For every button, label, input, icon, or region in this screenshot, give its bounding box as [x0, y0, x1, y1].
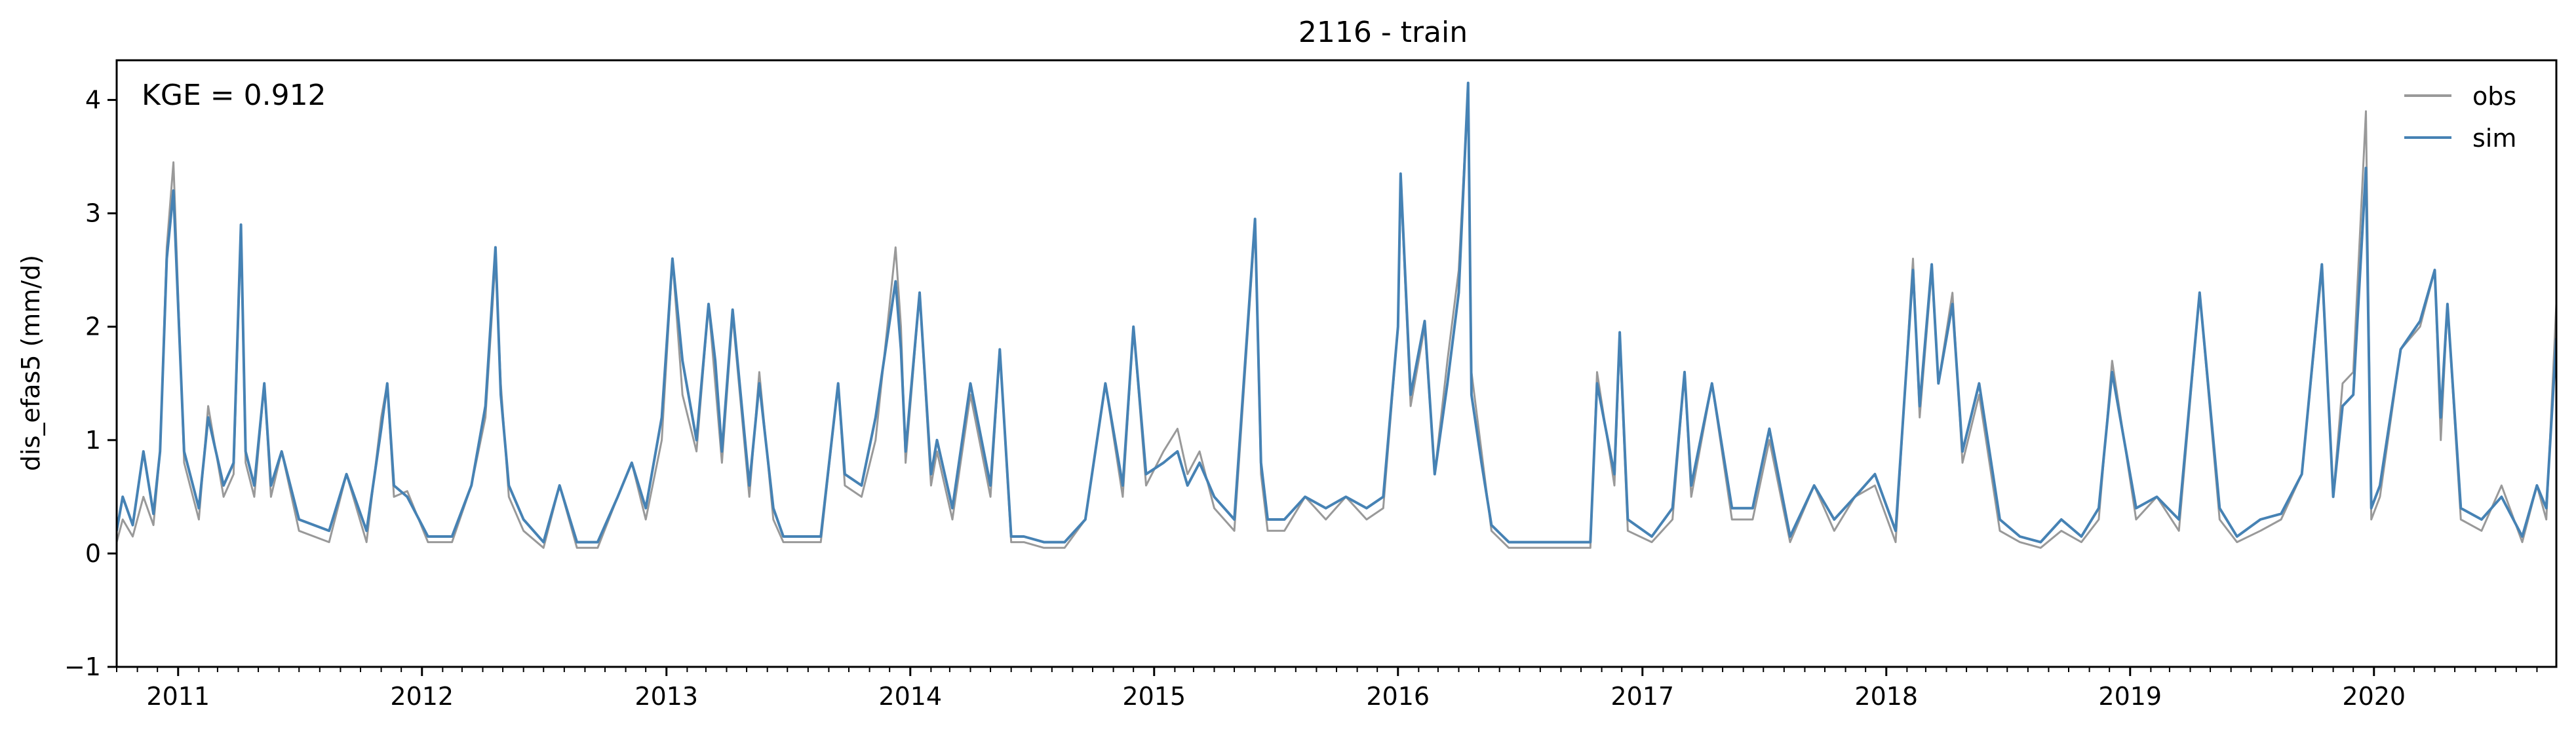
x-tick-label: 2020 [2342, 682, 2406, 711]
x-tick-label: 2015 [1122, 682, 1186, 711]
y-tick-label: 1 [85, 426, 101, 455]
x-tick-label: 2019 [2098, 682, 2162, 711]
x-tick-label: 2016 [1366, 682, 1430, 711]
y-tick-label: −1 [64, 652, 101, 681]
series-line-sim [117, 81, 2556, 544]
y-tick-label: 0 [85, 539, 101, 568]
kge-annotation: KGE = 0.912 [142, 79, 326, 112]
chart-title: 2116 - train [1298, 16, 1468, 49]
x-tick-label: 2018 [1854, 682, 1918, 711]
y-tick-label: 3 [85, 199, 101, 228]
x-tick-label: 2013 [634, 682, 698, 711]
y-tick-label: 4 [85, 86, 101, 115]
x-tick-label: 2014 [878, 682, 942, 711]
x-tick-label: 2012 [390, 682, 454, 711]
legend-label-obs: obs [2472, 82, 2516, 111]
legend: obs sim [2404, 82, 2516, 153]
legend-label-sim: sim [2472, 124, 2516, 153]
y-tick-label: 2 [85, 312, 101, 341]
x-tick-label: 2011 [146, 682, 210, 711]
y-axis-label: dis_efas5 (mm/d) [16, 255, 45, 471]
x-tick-label: 2017 [1610, 682, 1674, 711]
